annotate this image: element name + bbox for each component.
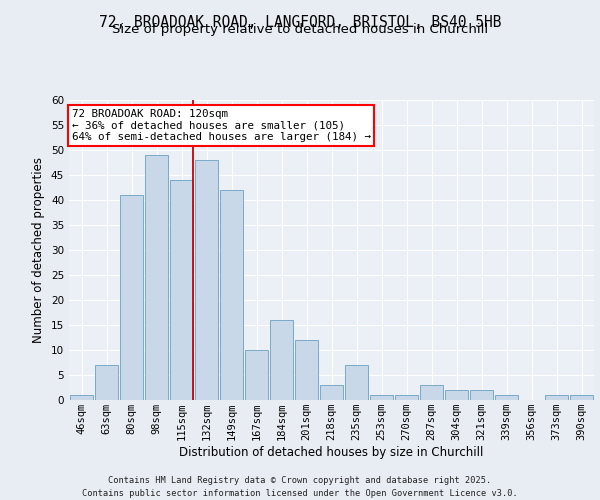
Bar (445, 390, 469, 400)
Bar (295, 340, 319, 400)
Bar (470, 390, 493, 400)
Text: 72 BROADOAK ROAD: 120sqm
← 36% of detached houses are smaller (105)
64% of semi-: 72 BROADOAK ROAD: 120sqm ← 36% of detach… (71, 109, 371, 142)
Bar (194, 160, 218, 400)
Y-axis label: Number of detached properties: Number of detached properties (32, 157, 46, 343)
Bar (545, 395, 568, 400)
Bar (220, 190, 244, 400)
Text: 72, BROADOAK ROAD, LANGFORD, BRISTOL, BS40 5HB: 72, BROADOAK ROAD, LANGFORD, BRISTOL, BS… (99, 15, 501, 30)
Bar (320, 385, 343, 400)
Bar (370, 395, 394, 400)
Bar (170, 180, 193, 400)
Bar (494, 395, 518, 400)
X-axis label: Distribution of detached houses by size in Churchill: Distribution of detached houses by size … (179, 446, 484, 459)
Text: Contains HM Land Registry data © Crown copyright and database right 2025.
Contai: Contains HM Land Registry data © Crown c… (82, 476, 518, 498)
Bar (95, 365, 118, 400)
Bar (70, 395, 94, 400)
Bar (145, 155, 169, 400)
Text: Size of property relative to detached houses in Churchill: Size of property relative to detached ho… (112, 22, 488, 36)
Bar (344, 365, 368, 400)
Bar (395, 395, 418, 400)
Bar (419, 385, 443, 400)
Bar (269, 320, 293, 400)
Bar (245, 350, 268, 400)
Bar (569, 395, 593, 400)
Bar (119, 195, 143, 400)
